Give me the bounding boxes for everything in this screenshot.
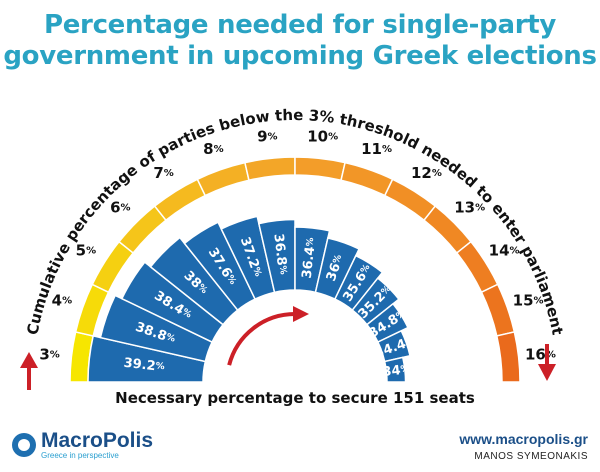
chart-title: Percentage needed for single-party gover… <box>0 10 600 72</box>
outer-band-segment <box>91 240 135 294</box>
arrows <box>20 306 556 390</box>
outer-band-segment <box>495 331 521 383</box>
outer-band-segment <box>340 161 394 197</box>
threshold-label: 3% <box>39 345 59 363</box>
logo-name: MacroPolis <box>41 429 154 452</box>
outer-band-segment <box>118 205 167 254</box>
bars-group: 39.2%38.8%38.4%38%37.6%37.2%36.8% 36.4%36… <box>87 215 416 383</box>
outer-band-segment <box>153 178 207 222</box>
inner-arrow-head-icon <box>293 306 309 322</box>
bar <box>383 356 407 383</box>
logo-icon <box>12 433 36 457</box>
inner-axis-label: Necessary percentage to secure 151 seats <box>115 389 475 407</box>
outer-band <box>69 156 521 383</box>
bar-value-label: 34% <box>382 362 411 380</box>
bar-value-label: 36.8% <box>271 233 291 276</box>
threshold-label: 16% <box>525 345 556 363</box>
threshold-label: 11% <box>361 140 392 158</box>
bar-value-label: 39.2% <box>123 355 166 375</box>
threshold-label: 7% <box>153 164 173 182</box>
threshold-label: 8% <box>203 140 223 158</box>
arrow-up-icon <box>20 352 38 368</box>
threshold-label: 5% <box>76 242 96 260</box>
arrow-down-icon <box>538 364 556 381</box>
threshold-labels: 3% 4% 5% 6% 7% 8% 9% 10% 11% 12% 13% 14% 15% 16% <box>39 128 556 364</box>
outer-band-segment <box>383 178 437 222</box>
outer-band-segment <box>480 283 516 337</box>
bar-value-label: 36.4% <box>299 237 319 280</box>
bar-value-label: 36% <box>323 253 346 284</box>
macropolis-logo: MacroPolis Greece in perspective <box>12 430 153 460</box>
threshold-label: 14% <box>489 242 520 260</box>
title-line-2: government in upcoming Greek elections <box>3 41 597 71</box>
threshold-label: 13% <box>454 198 485 216</box>
outer-band-segment <box>196 161 250 197</box>
threshold-label: 10% <box>307 128 338 146</box>
website-link[interactable]: www.macropolis.gr <box>459 431 588 447</box>
outer-band-segment <box>294 156 346 182</box>
threshold-label: 6% <box>110 198 130 216</box>
logo-tagline: Greece in perspective <box>41 451 119 460</box>
title-line-1: Percentage needed for single-party <box>43 10 557 40</box>
threshold-label: 4% <box>52 291 72 309</box>
threshold-label: 15% <box>513 291 544 309</box>
outer-band-segment <box>244 156 296 182</box>
inner-arrow-curve <box>227 312 296 366</box>
author-credit: MANOS SYMEONAKIS <box>474 451 588 462</box>
threshold-label: 9% <box>257 128 277 146</box>
threshold-label: 12% <box>411 164 442 182</box>
